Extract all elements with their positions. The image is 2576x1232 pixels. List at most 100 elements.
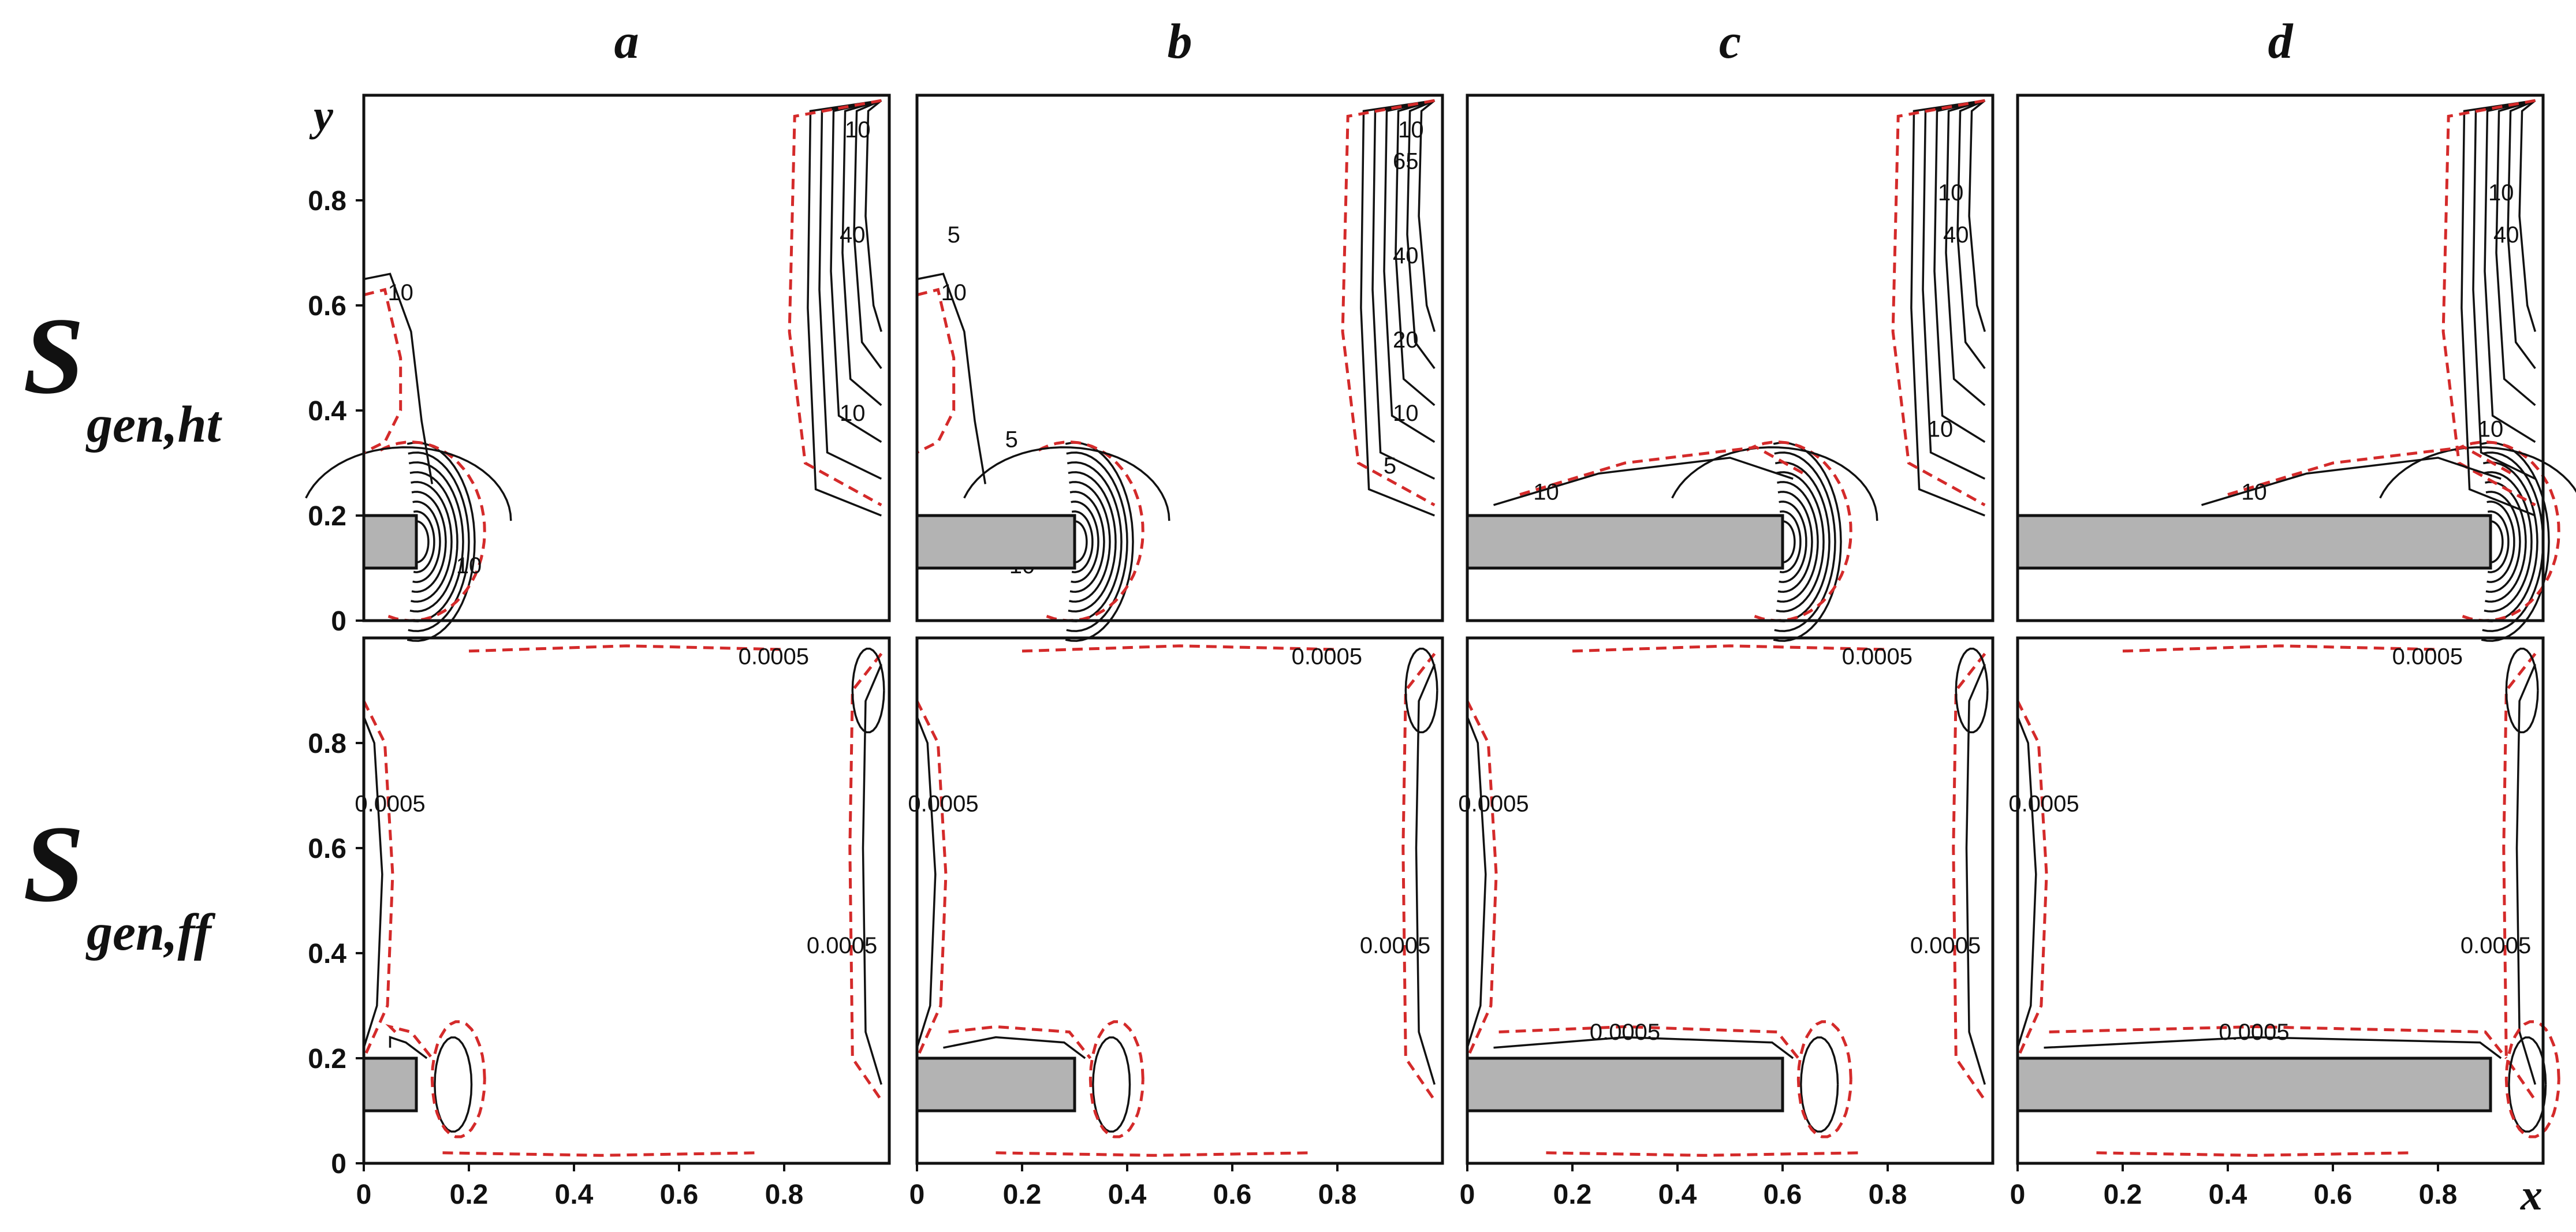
isoline-tip bbox=[411, 481, 453, 603]
isolines: 0.0005 0.0005 0.0005 0.0005 bbox=[1458, 644, 1989, 1157]
panel-b-ff: 0.0005 0.0005 0.0005 bbox=[908, 636, 1444, 1165]
panel-frame bbox=[2016, 94, 2545, 622]
x-axis-name: x bbox=[2520, 1171, 2543, 1219]
isoline-tip bbox=[1071, 501, 1099, 583]
isoline-plume bbox=[1933, 99, 1986, 443]
panel-d-ht: 10 10 10 40 bbox=[2016, 94, 2576, 642]
isoline-left-wall bbox=[2016, 716, 2037, 1048]
isoline-plume bbox=[1910, 99, 1985, 517]
isoline-plume bbox=[2495, 99, 2536, 406]
isoline-plume-dashed bbox=[1341, 99, 1436, 506]
isoline-tip-dashed bbox=[2451, 440, 2560, 622]
isoline-tip-dashed bbox=[376, 440, 486, 622]
heated-block bbox=[362, 514, 418, 570]
contour-label: 10 bbox=[840, 401, 866, 426]
isoline-tip-outer bbox=[2379, 446, 2576, 499]
isoline-plume bbox=[807, 99, 882, 517]
contour-label: 10 bbox=[1928, 417, 1954, 442]
isoline-tip-loop-dashed bbox=[2504, 1020, 2560, 1138]
isoline-block-top-dashed bbox=[1498, 1025, 1800, 1059]
isoline-plume bbox=[2484, 99, 2536, 443]
heated-block bbox=[1466, 1056, 1784, 1112]
isoline-tip bbox=[1067, 461, 1123, 622]
y-tick-label: 0.4 bbox=[308, 396, 346, 427]
contour-label: 0.0005 bbox=[1292, 644, 1362, 670]
y-axis-name: y bbox=[309, 91, 333, 140]
x-tick-label: 0 bbox=[1460, 1179, 1475, 1210]
isoline-tip bbox=[408, 451, 470, 632]
isoline-bottom-wall-dashed bbox=[442, 1151, 758, 1157]
isoline-right-wall-dashed bbox=[2502, 652, 2537, 1102]
isoline-left-dashed bbox=[916, 288, 956, 454]
isoline-bottom-wall-dashed bbox=[2096, 1151, 2412, 1157]
x-tick-label: 0.6 bbox=[1213, 1179, 1252, 1210]
isoline-right-loop bbox=[1404, 647, 1438, 734]
column-label-d: d bbox=[2268, 13, 2294, 69]
contour-label: 0.0005 bbox=[739, 644, 809, 670]
isoline-right-wall bbox=[2515, 663, 2537, 1085]
heated-block bbox=[915, 514, 1076, 570]
x-tick-label: 0.4 bbox=[2209, 1179, 2247, 1210]
row-label-subscript: gen,ff bbox=[85, 904, 216, 961]
contour-label: 0.0005 bbox=[1842, 644, 1913, 670]
isoline-tip bbox=[408, 461, 464, 622]
isoline-block-top-dashed bbox=[2049, 1025, 2508, 1059]
isoline-plume bbox=[1968, 99, 1986, 333]
isoline-tip-loop-dashed bbox=[1088, 1020, 1145, 1138]
isoline-left-wall-dashed bbox=[915, 700, 948, 1059]
isoline-plume bbox=[1418, 99, 1436, 333]
isoline-tip bbox=[1071, 510, 1094, 573]
isoline-block-top-dashed bbox=[948, 1025, 1092, 1059]
isoline-tip-outer bbox=[1671, 446, 1878, 521]
isoline-tip-loop-dashed bbox=[430, 1020, 486, 1138]
column-labels: a b c d bbox=[614, 13, 2294, 69]
panel-frame bbox=[2016, 636, 2545, 1165]
isoline-tip bbox=[1069, 491, 1105, 593]
isoline-plume-dashed bbox=[2441, 99, 2536, 506]
isoline-left-wall-dashed bbox=[1466, 700, 1498, 1059]
isoline-right-loop bbox=[1955, 647, 1989, 734]
isoline-block-top bbox=[389, 1036, 428, 1059]
x-tick-label: 0.8 bbox=[1318, 1179, 1357, 1210]
x-tick-label: 0.6 bbox=[2314, 1179, 2353, 1210]
contour-label: 40 bbox=[2493, 222, 2519, 248]
contour-label: 65 bbox=[1393, 148, 1419, 174]
isoline-left-wall bbox=[916, 716, 937, 1048]
contour-label: 40 bbox=[840, 222, 866, 248]
panel-frame bbox=[362, 636, 891, 1165]
isolines: 10 10 10 40 bbox=[2201, 99, 2576, 642]
isoline-tip bbox=[2482, 461, 2538, 622]
isoline-right-wall-dashed bbox=[1401, 652, 1436, 1102]
contour-label: 0.0005 bbox=[1458, 791, 1529, 816]
isoline-block-top bbox=[1493, 1036, 1794, 1059]
isoline-tip bbox=[409, 471, 458, 613]
isoline-plume bbox=[1360, 99, 1435, 517]
isoline-left-wall bbox=[1466, 716, 1487, 1048]
x-tick-label: 0.4 bbox=[1658, 1179, 1697, 1210]
isoline-tip bbox=[1068, 471, 1117, 613]
contour-label: 0.0005 bbox=[807, 933, 877, 958]
isoline-left bbox=[363, 272, 434, 484]
isolines: 10101010555204065 bbox=[916, 99, 1436, 642]
contour-label: 5 bbox=[1384, 453, 1396, 479]
isoline-right-wall-dashed bbox=[1952, 652, 1986, 1102]
panel-b-ht: 10101010555204065 bbox=[915, 94, 1444, 642]
isoline-block-top-dashed bbox=[385, 1024, 434, 1059]
contour-label: 0.0005 bbox=[2008, 791, 2079, 816]
contour-label: 0.0005 bbox=[2461, 933, 2531, 958]
column-label-c: c bbox=[1719, 13, 1741, 69]
heated-block bbox=[2016, 1056, 2492, 1112]
panel-a-ht: 10 10 10 10 40 bbox=[305, 94, 891, 642]
isoline-tip-dashed bbox=[1035, 440, 1145, 622]
x-tick-label: 0.4 bbox=[1108, 1179, 1147, 1210]
panel-c-ht: 10 10 10 40 bbox=[1466, 94, 1995, 642]
isoline-tip bbox=[1780, 520, 1796, 563]
heated-block bbox=[2016, 514, 2492, 570]
y-tick-label: 0.2 bbox=[308, 1044, 346, 1074]
isoline-tip bbox=[1779, 510, 1802, 573]
panel-c-ff: 0.0005 0.0005 0.0005 0.0005 bbox=[1458, 636, 1995, 1165]
isoline-tip bbox=[412, 501, 441, 583]
isoline-tip-dashed bbox=[1743, 440, 1852, 622]
isoline-left-wall bbox=[363, 716, 383, 1048]
